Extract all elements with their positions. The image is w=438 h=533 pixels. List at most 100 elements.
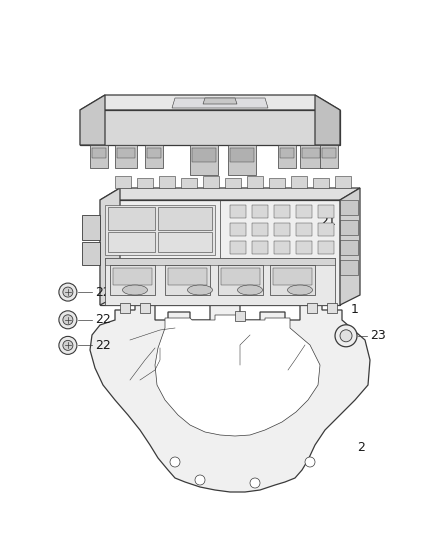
Text: 21: 21 xyxy=(320,215,336,228)
Circle shape xyxy=(63,341,73,350)
Text: 1: 1 xyxy=(350,303,358,316)
Polygon shape xyxy=(145,145,163,168)
Ellipse shape xyxy=(187,285,212,295)
Polygon shape xyxy=(269,178,285,188)
Polygon shape xyxy=(270,265,315,295)
Polygon shape xyxy=(140,303,150,313)
Ellipse shape xyxy=(287,285,312,295)
Polygon shape xyxy=(105,258,335,305)
Polygon shape xyxy=(307,303,317,313)
Circle shape xyxy=(63,315,73,325)
Polygon shape xyxy=(147,148,161,158)
Polygon shape xyxy=(327,303,337,313)
Polygon shape xyxy=(280,148,294,158)
Polygon shape xyxy=(320,145,338,168)
Polygon shape xyxy=(100,188,360,200)
Polygon shape xyxy=(296,241,312,254)
Polygon shape xyxy=(340,200,358,215)
Polygon shape xyxy=(302,148,320,158)
Polygon shape xyxy=(274,205,290,218)
Polygon shape xyxy=(278,145,296,168)
Text: 22: 22 xyxy=(95,313,111,326)
Polygon shape xyxy=(318,241,334,254)
Text: 2: 2 xyxy=(357,441,365,454)
Polygon shape xyxy=(230,241,246,254)
Polygon shape xyxy=(230,148,254,162)
Polygon shape xyxy=(296,223,312,236)
Polygon shape xyxy=(80,95,105,145)
Polygon shape xyxy=(165,265,210,295)
Polygon shape xyxy=(80,110,340,145)
Polygon shape xyxy=(322,148,336,158)
Circle shape xyxy=(305,457,315,467)
Circle shape xyxy=(250,478,260,488)
Polygon shape xyxy=(120,303,130,313)
Polygon shape xyxy=(113,268,152,285)
Circle shape xyxy=(195,475,205,485)
Polygon shape xyxy=(273,268,312,285)
Polygon shape xyxy=(137,178,153,188)
Circle shape xyxy=(340,330,352,342)
Polygon shape xyxy=(218,265,263,295)
Circle shape xyxy=(170,457,180,467)
Polygon shape xyxy=(252,205,268,218)
Text: 22: 22 xyxy=(95,339,111,352)
Polygon shape xyxy=(315,95,340,145)
Polygon shape xyxy=(274,241,290,254)
Polygon shape xyxy=(203,98,237,104)
Polygon shape xyxy=(291,176,307,188)
Ellipse shape xyxy=(237,285,262,295)
Polygon shape xyxy=(158,207,212,230)
Polygon shape xyxy=(108,207,155,230)
Text: 22: 22 xyxy=(95,286,111,298)
Polygon shape xyxy=(300,145,322,168)
Circle shape xyxy=(59,283,77,301)
Polygon shape xyxy=(235,311,245,321)
Polygon shape xyxy=(105,258,335,265)
Polygon shape xyxy=(340,240,358,255)
Polygon shape xyxy=(115,145,137,168)
Circle shape xyxy=(335,325,357,347)
Polygon shape xyxy=(221,268,260,285)
Ellipse shape xyxy=(123,285,148,295)
Polygon shape xyxy=(100,188,120,305)
Polygon shape xyxy=(340,260,358,275)
Polygon shape xyxy=(158,232,212,252)
Polygon shape xyxy=(192,148,216,162)
Circle shape xyxy=(63,287,73,297)
Polygon shape xyxy=(115,176,131,188)
Polygon shape xyxy=(296,205,312,218)
Polygon shape xyxy=(190,145,218,175)
Circle shape xyxy=(59,336,77,354)
Polygon shape xyxy=(274,223,290,236)
Polygon shape xyxy=(90,145,108,168)
Polygon shape xyxy=(247,176,263,188)
Polygon shape xyxy=(318,223,334,236)
Polygon shape xyxy=(252,241,268,254)
Polygon shape xyxy=(90,295,370,492)
Polygon shape xyxy=(340,220,358,235)
Polygon shape xyxy=(80,95,340,110)
Polygon shape xyxy=(318,205,334,218)
Polygon shape xyxy=(313,178,329,188)
Polygon shape xyxy=(82,242,100,265)
Polygon shape xyxy=(225,178,241,188)
Polygon shape xyxy=(340,188,360,305)
Polygon shape xyxy=(105,205,215,255)
Polygon shape xyxy=(108,232,155,252)
Polygon shape xyxy=(110,265,155,295)
Polygon shape xyxy=(230,205,246,218)
Polygon shape xyxy=(82,215,100,240)
Polygon shape xyxy=(203,176,219,188)
Polygon shape xyxy=(172,98,268,108)
Polygon shape xyxy=(228,145,256,175)
Polygon shape xyxy=(335,176,351,188)
Text: 23: 23 xyxy=(370,329,386,342)
Polygon shape xyxy=(252,223,268,236)
Polygon shape xyxy=(117,148,135,158)
Polygon shape xyxy=(155,315,320,436)
Polygon shape xyxy=(168,268,207,285)
Polygon shape xyxy=(92,148,106,158)
Polygon shape xyxy=(159,176,175,188)
Circle shape xyxy=(59,311,77,329)
